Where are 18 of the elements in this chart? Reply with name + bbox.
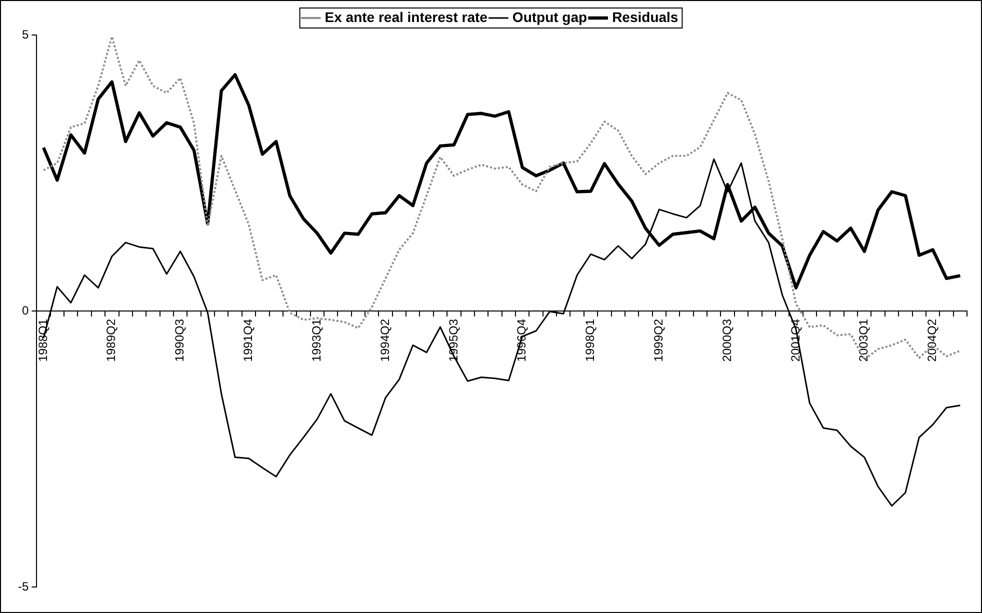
legend-label: Residuals xyxy=(612,8,678,25)
x-tick-label: 1989Q2 xyxy=(104,318,118,362)
x-tick-label: 1988Q1 xyxy=(36,318,50,362)
x-tick-label: 1993Q1 xyxy=(309,318,324,362)
x-tick-label: 1998Q1 xyxy=(583,318,598,362)
x-tick-label: 1994Q2 xyxy=(378,318,392,362)
x-tick-label: 2003Q1 xyxy=(856,318,871,362)
y-tick-label: 5 xyxy=(22,27,29,42)
legend-label: Output gap xyxy=(512,8,588,25)
x-tick-label: 1999Q2 xyxy=(651,318,666,362)
legend-label: Ex ante real interest rate xyxy=(324,8,488,25)
x-tick-label: 2000Q3 xyxy=(720,318,734,362)
x-tick-label: 1990Q3 xyxy=(172,318,187,362)
x-tick-label: 1995Q3 xyxy=(446,318,460,362)
y-tick-label: -5 xyxy=(18,579,29,594)
y-tick-label: 0 xyxy=(22,303,29,318)
x-tick-label: 2004Q2 xyxy=(925,318,940,362)
x-tick-label: 1991Q4 xyxy=(241,318,256,362)
